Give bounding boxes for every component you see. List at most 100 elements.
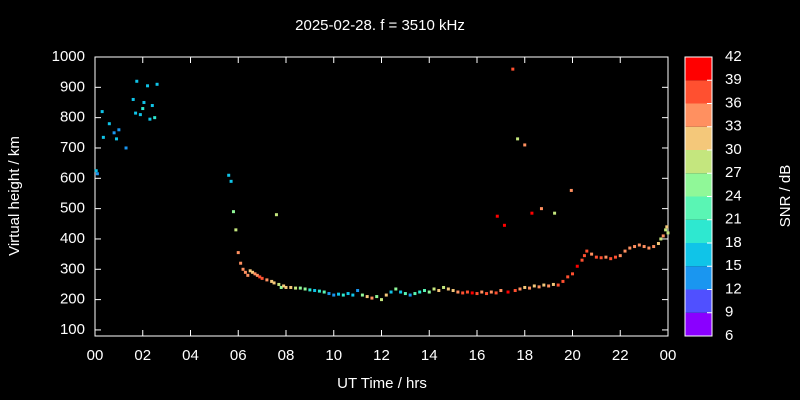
data-point xyxy=(229,179,233,183)
data-point xyxy=(666,231,670,235)
data-point xyxy=(418,290,422,294)
x-tick-label: 00 xyxy=(660,347,677,364)
colorbar-band xyxy=(685,173,712,197)
data-point xyxy=(664,228,668,232)
data-point xyxy=(248,269,252,273)
data-point xyxy=(561,279,565,283)
colorbar-band xyxy=(685,196,712,220)
x-tick-label: 16 xyxy=(469,347,486,364)
x-tick-label: 00 xyxy=(87,347,104,364)
data-point xyxy=(101,135,105,139)
data-point xyxy=(112,131,116,135)
x-tick-label: 02 xyxy=(134,347,151,364)
x-tick-label: 04 xyxy=(182,347,199,364)
data-point xyxy=(107,122,111,126)
data-point xyxy=(489,290,493,294)
data-point xyxy=(465,290,469,294)
colorbar-tick-label: 27 xyxy=(725,164,742,181)
data-point xyxy=(337,292,341,296)
colorbar-tick-label: 42 xyxy=(725,48,742,65)
data-point xyxy=(518,287,522,291)
colorbar-tick-label: 6 xyxy=(725,327,733,344)
data-point xyxy=(294,286,298,290)
data-point xyxy=(528,286,532,290)
data-point xyxy=(513,289,517,293)
data-point xyxy=(150,104,154,108)
data-point xyxy=(360,293,364,297)
data-point xyxy=(427,290,431,294)
colorbar-band xyxy=(685,219,712,243)
data-point xyxy=(539,207,543,211)
colorbar-tick-label: 12 xyxy=(725,280,742,297)
y-tick-label: 700 xyxy=(60,139,85,156)
data-point xyxy=(282,284,286,288)
data-point xyxy=(389,290,393,294)
colorbar-tick-label: 33 xyxy=(725,118,742,135)
data-point xyxy=(114,137,118,141)
data-point xyxy=(308,288,312,292)
data-point xyxy=(117,128,121,132)
data-point xyxy=(432,287,436,291)
x-tick-label: 20 xyxy=(564,347,581,364)
x-axis-label: UT Time / hrs xyxy=(337,375,427,392)
data-point xyxy=(599,256,603,260)
data-point xyxy=(642,245,646,249)
y-tick-label: 800 xyxy=(60,109,85,126)
data-point xyxy=(502,223,506,227)
data-point xyxy=(413,292,417,296)
data-point xyxy=(277,282,281,286)
chart-title: 2025-02-28. f = 3510 kHz xyxy=(295,17,465,34)
data-point xyxy=(485,292,489,296)
data-point xyxy=(375,295,379,299)
data-point xyxy=(618,254,622,258)
data-point xyxy=(138,113,142,117)
data-point xyxy=(585,249,589,253)
data-point xyxy=(253,272,257,276)
data-point xyxy=(399,290,403,294)
data-point xyxy=(95,172,99,176)
data-point xyxy=(322,290,326,294)
data-point xyxy=(142,100,146,104)
data-point xyxy=(408,293,412,297)
data-point xyxy=(542,283,546,287)
data-point xyxy=(380,298,383,302)
colorbar-band xyxy=(685,80,712,104)
colorbar-band xyxy=(685,266,712,290)
data-point xyxy=(480,290,484,294)
data-point xyxy=(258,275,262,279)
data-point xyxy=(327,292,331,296)
data-point xyxy=(461,291,465,295)
colorbar-tick-label: 36 xyxy=(725,94,742,111)
data-point xyxy=(255,273,259,277)
data-point xyxy=(566,275,570,279)
data-point xyxy=(246,273,250,277)
colorbar-tick-label: 39 xyxy=(725,71,742,88)
data-point xyxy=(571,272,574,276)
data-point xyxy=(298,286,302,290)
data-point xyxy=(633,245,637,249)
data-point xyxy=(523,143,527,147)
data-point xyxy=(437,289,441,293)
data-point xyxy=(356,289,360,293)
data-point xyxy=(260,276,264,280)
data-point xyxy=(346,292,350,296)
data-point xyxy=(384,293,388,297)
data-point xyxy=(530,211,534,215)
data-point xyxy=(317,289,321,293)
y-axis-label: Virtual height / km xyxy=(6,136,23,256)
y-tick-label: 500 xyxy=(60,200,85,217)
x-tick-label: 08 xyxy=(278,347,295,364)
data-point xyxy=(289,285,293,289)
data-point xyxy=(231,210,235,214)
data-point xyxy=(575,264,579,268)
data-point xyxy=(665,225,669,229)
data-point xyxy=(241,267,245,271)
data-point xyxy=(272,281,276,285)
data-point xyxy=(537,285,541,289)
colorbar-band xyxy=(685,103,712,127)
data-point xyxy=(131,97,135,101)
data-point xyxy=(551,282,555,286)
data-point xyxy=(265,278,269,282)
